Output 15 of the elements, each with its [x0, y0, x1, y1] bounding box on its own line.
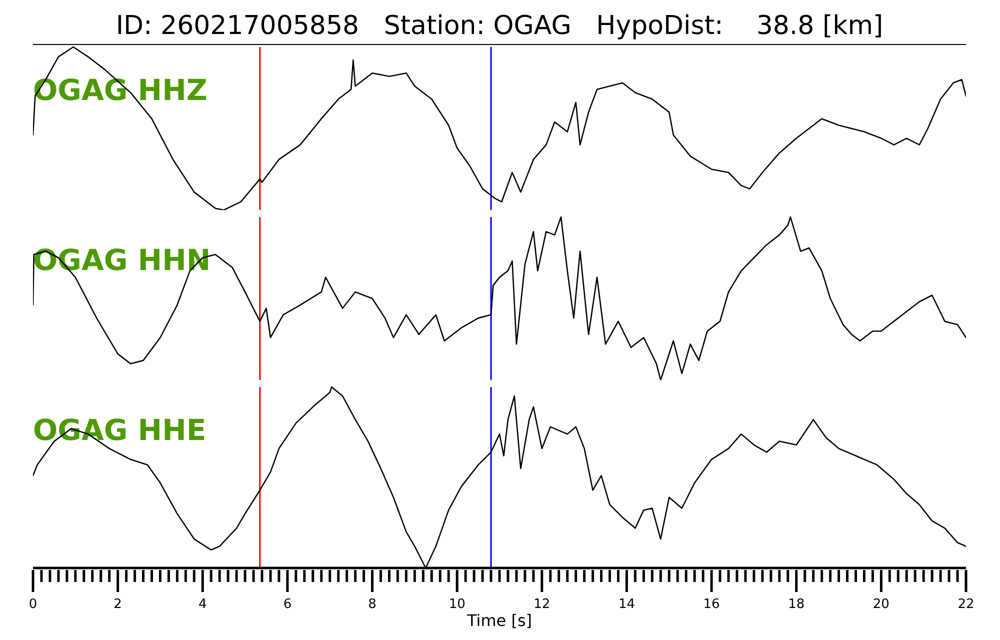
x-tick-label: 22 [958, 597, 974, 612]
x-tick-label: 0 [28, 597, 38, 612]
x-tick-label: 12 [534, 597, 550, 612]
x-tick-label: 20 [872, 597, 890, 612]
x-tick-label: 6 [283, 597, 292, 612]
x-tick-label: 4 [198, 597, 207, 612]
x-tick-label: 18 [788, 597, 805, 612]
series-label: OGAG HHE [33, 413, 206, 447]
chart-title: ID: 260217005858 Station: OGAG HypoDist: 38.8 [km] [33, 8, 966, 45]
x-tick-label: 8 [368, 597, 376, 612]
x-tick-label: 2 [114, 597, 122, 612]
x-tick-label: 16 [703, 597, 720, 612]
x-tick-label: 10 [448, 597, 466, 612]
x-tick-label: 14 [618, 597, 635, 612]
x-axis-title: Time [s] [466, 611, 532, 630]
